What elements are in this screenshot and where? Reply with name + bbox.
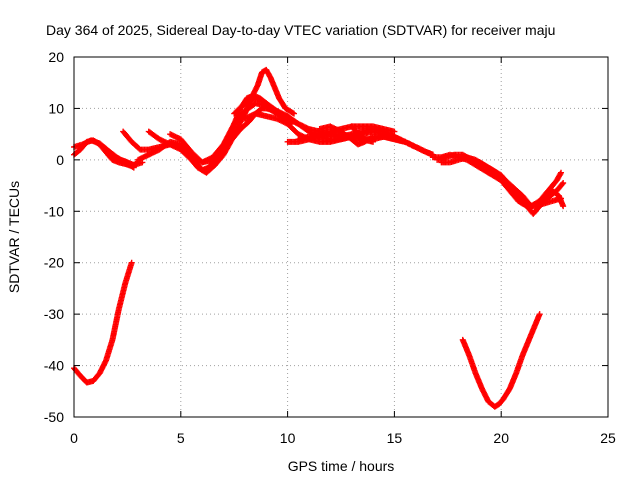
series-track-c [105,151,146,168]
x-axis-label: GPS time / hours [288,458,395,474]
y-tick-label: 20 [48,49,64,65]
data-point [536,311,543,318]
y-tick-label: -10 [44,203,64,219]
data-point [128,259,135,266]
x-tick-label: 5 [177,430,185,446]
ticks [73,56,609,418]
y-tick-label: 0 [56,152,64,168]
y-tick-labels: -50 -40 -30 -20 -10 0 10 20 [44,49,64,425]
series-track-t [459,311,543,410]
x-tick-label: 0 [70,430,78,446]
data-point [391,128,398,135]
y-tick-label: 10 [48,100,64,116]
data-point [560,180,567,186]
x-tick-label: 10 [280,430,296,446]
series-track-s [71,259,135,386]
x-tick-label: 20 [493,430,509,446]
series-track-n [348,123,436,158]
data-series [71,66,567,410]
x-tick-label: 15 [387,430,403,446]
data-point [289,109,296,116]
data-point [558,169,565,176]
data-point [559,181,566,188]
plot-frame [73,56,609,418]
y-tick-label: -20 [44,255,64,271]
data-point [557,171,564,177]
data-point [560,203,567,210]
y-axis-label: SDTVAR / TECUs [6,181,22,293]
data-point [291,110,298,117]
y-tick-label: -40 [44,358,64,374]
chart-title: Day 364 of 2025, Sidereal Day-to-day VTE… [46,22,555,38]
y-tick-label: -50 [44,409,64,425]
x-tick-labels: 0 5 10 15 20 25 [70,430,616,446]
y-tick-label: -30 [44,306,64,322]
series-track-r [508,180,567,210]
x-tick-label: 25 [600,430,616,446]
